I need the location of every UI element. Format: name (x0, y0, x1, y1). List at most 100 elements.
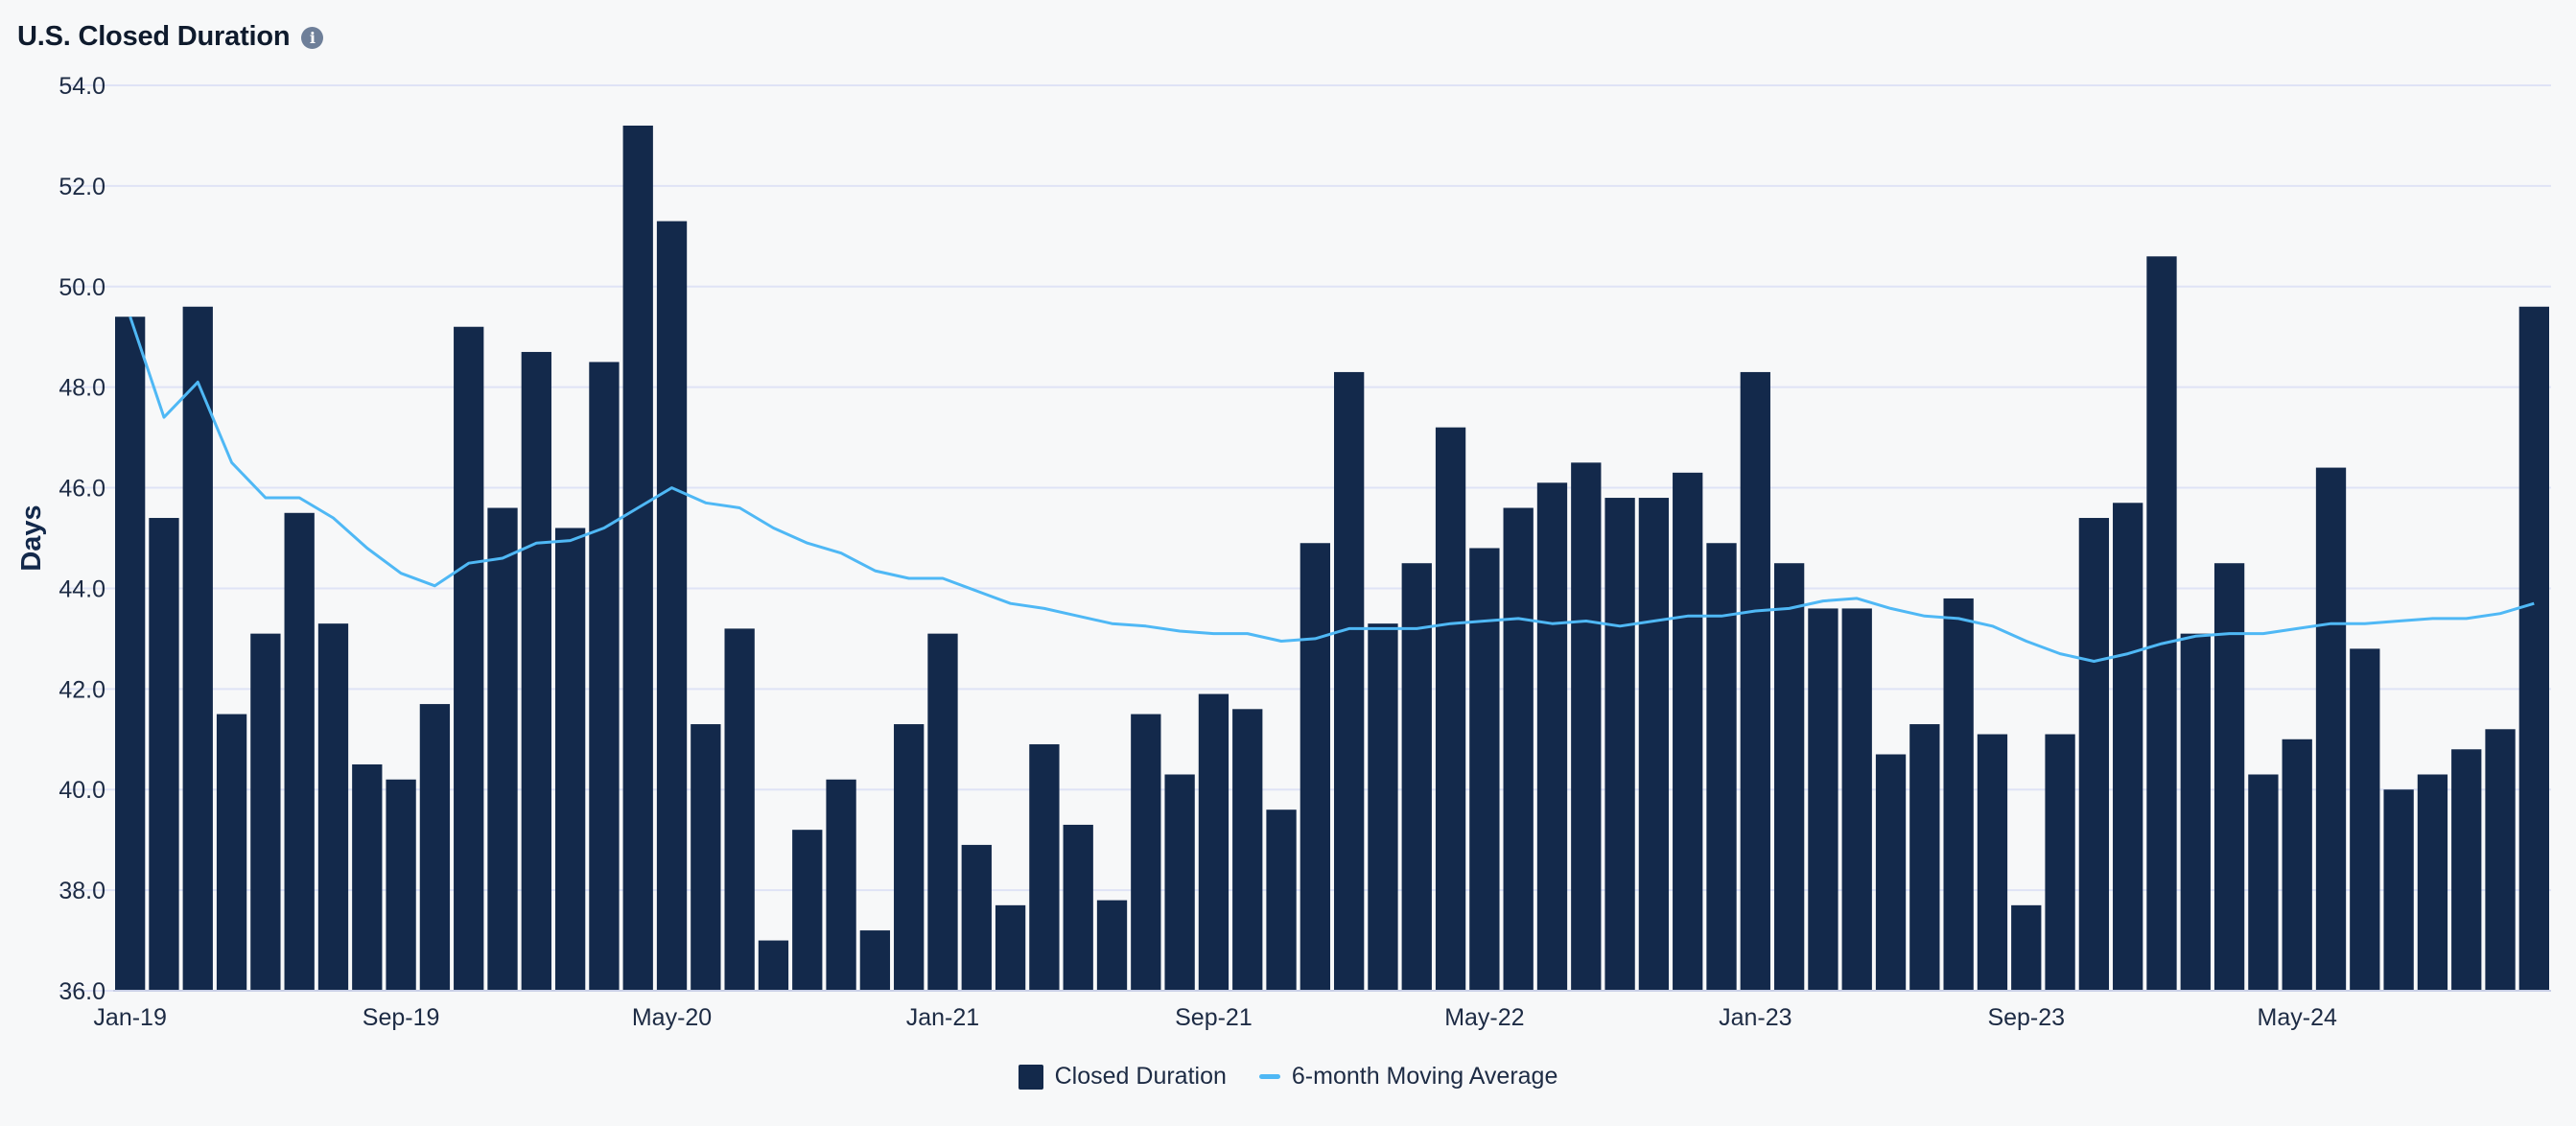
bar[interactable] (2213, 563, 2245, 991)
bar[interactable] (2485, 729, 2516, 991)
bar[interactable] (2383, 789, 2414, 991)
bar[interactable] (1943, 598, 1974, 991)
bar[interactable] (1909, 724, 1940, 991)
bar[interactable] (1131, 714, 1161, 991)
bar[interactable] (352, 764, 383, 991)
bar[interactable] (1841, 608, 1872, 991)
bar[interactable] (1977, 734, 2008, 991)
bar[interactable] (961, 844, 992, 991)
x-tick-label: Jan-23 (1719, 1004, 1791, 1031)
bar[interactable] (1604, 498, 1635, 991)
bar[interactable] (1536, 482, 1568, 991)
y-tick-label: 48.0 (59, 375, 105, 402)
bar[interactable] (927, 633, 958, 991)
bar[interactable] (2078, 518, 2110, 991)
bar[interactable] (859, 930, 891, 991)
bar[interactable] (995, 904, 1026, 991)
x-tick-label: Sep-21 (1175, 1004, 1253, 1031)
bar[interactable] (250, 633, 281, 991)
bar[interactable] (2180, 633, 2211, 991)
bar[interactable] (1673, 472, 1703, 991)
x-tick-label: May-20 (632, 1004, 712, 1031)
bar[interactable] (656, 221, 688, 992)
bar[interactable] (2518, 306, 2549, 991)
bar[interactable] (1571, 462, 1602, 991)
bar[interactable] (454, 326, 484, 991)
chart-title: U.S. Closed Duration (17, 20, 291, 52)
bar[interactable] (284, 512, 315, 991)
bar[interactable] (149, 518, 179, 991)
y-axis-label: Days (16, 504, 47, 571)
bar[interactable] (2113, 503, 2143, 991)
bar[interactable] (386, 779, 416, 991)
y-tick-label: 52.0 (59, 174, 105, 200)
legend-label-closed-duration: Closed Duration (1054, 1063, 1227, 1090)
bar[interactable] (521, 351, 551, 991)
bar[interactable] (115, 317, 146, 991)
bar[interactable] (622, 125, 653, 991)
bar[interactable] (182, 306, 213, 991)
bar[interactable] (1469, 548, 1500, 991)
bar[interactable] (2451, 749, 2482, 991)
y-axis-ticks: 36.0 38.0 40.0 42.0 44.0 46.0 48.0 50.0 52.0 54.0 (59, 73, 105, 1005)
x-tick-label: May-22 (1444, 1004, 1524, 1031)
x-tick-label: Jan-21 (906, 1004, 979, 1031)
bar[interactable] (691, 724, 721, 991)
bar[interactable] (724, 628, 755, 991)
bar[interactable] (1773, 563, 1805, 991)
bar[interactable] (1503, 507, 1534, 991)
bar[interactable] (894, 724, 925, 991)
y-tick-label: 40.0 (59, 777, 105, 804)
bar[interactable] (487, 507, 518, 991)
bar[interactable] (216, 714, 247, 991)
bar[interactable] (1808, 608, 1838, 991)
bar[interactable] (1334, 371, 1365, 991)
x-tick-label: Sep-19 (363, 1004, 440, 1031)
bar[interactable] (1266, 809, 1297, 991)
bar[interactable] (2282, 739, 2312, 991)
bar[interactable] (1232, 709, 1263, 991)
bar[interactable] (1435, 427, 1466, 992)
bar[interactable] (419, 704, 451, 991)
bar[interactable] (792, 830, 823, 991)
bar[interactable] (1740, 371, 1770, 991)
y-tick-label: 46.0 (59, 476, 105, 503)
legend-label-moving-average: 6-month Moving Average (1291, 1063, 1558, 1090)
bar[interactable] (1096, 900, 1128, 991)
bar[interactable] (1368, 623, 1398, 991)
legend-item-moving-average[interactable]: 6-month Moving Average (1258, 1063, 1558, 1091)
moving-average-line[interactable] (129, 316, 2535, 663)
x-tick-label: May-24 (2258, 1004, 2337, 1031)
bar[interactable] (589, 362, 620, 991)
bar[interactable] (1198, 693, 1229, 991)
bar[interactable] (1164, 774, 1195, 991)
legend-bar-swatch (1018, 1064, 1043, 1090)
bar[interactable] (1638, 498, 1670, 991)
bar[interactable] (1029, 744, 1060, 991)
bar-series (115, 125, 2549, 992)
bar[interactable] (826, 779, 856, 991)
bar[interactable] (1401, 563, 1432, 991)
bar[interactable] (1706, 543, 1737, 991)
moving-average-series (129, 316, 2535, 663)
bar[interactable] (317, 623, 349, 991)
bar[interactable] (2045, 734, 2075, 991)
bar[interactable] (2146, 256, 2177, 991)
bar[interactable] (554, 528, 586, 991)
bar[interactable] (1063, 824, 1093, 991)
bar[interactable] (1300, 543, 1330, 991)
bar[interactable] (1875, 754, 1907, 991)
x-axis-ticks: Jan-19 Sep-19 May-20 Jan-21 Sep-21 May-22 Jan-… (93, 1004, 2337, 1031)
bar[interactable] (2417, 774, 2448, 991)
info-icon[interactable]: i (301, 27, 324, 49)
chart-legend: Closed Duration 6-month Moving Average (0, 1063, 2576, 1091)
y-tick-label: 54.0 (59, 73, 105, 100)
bar[interactable] (2248, 774, 2279, 991)
bar[interactable] (2315, 467, 2347, 992)
bar[interactable] (2350, 648, 2380, 991)
bar[interactable] (2011, 904, 2042, 991)
y-tick-label: 38.0 (59, 878, 105, 904)
bar[interactable] (758, 940, 789, 991)
legend-item-closed-duration[interactable]: Closed Duration (1018, 1063, 1227, 1091)
x-tick-label: Sep-23 (1987, 1004, 2065, 1031)
